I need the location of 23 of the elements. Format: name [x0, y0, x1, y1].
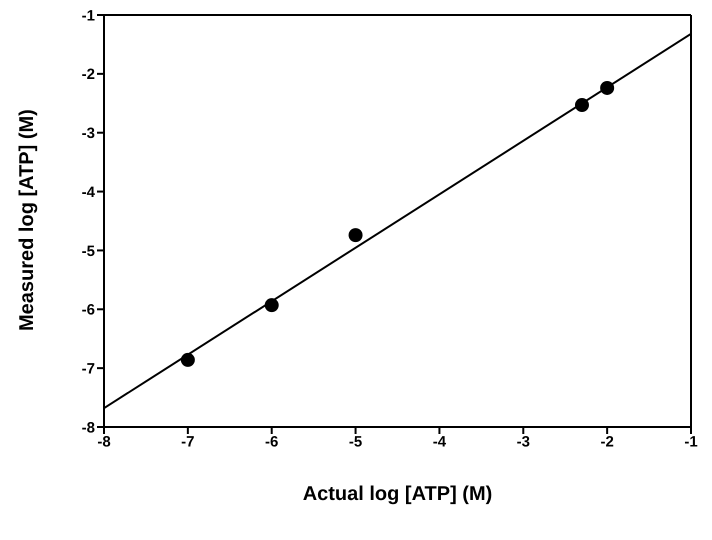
y-tick-label: -8: [82, 419, 95, 436]
y-tick-label: -1: [82, 7, 95, 24]
x-tick-label: -6: [265, 434, 278, 451]
x-tick-label: -5: [348, 434, 362, 451]
y-tick-label: -4: [82, 184, 96, 201]
x-axis-title: Actual log [ATP] (M): [302, 483, 492, 505]
y-tick-label: -5: [82, 242, 95, 260]
x-tick-label: -2: [600, 434, 614, 451]
y-tick-label: -6: [82, 302, 95, 319]
point: [600, 80, 614, 95]
x-tick-label: -7: [181, 434, 195, 451]
x-tick-label: -8: [97, 434, 111, 451]
x-tick-label: -1: [684, 434, 698, 451]
point: [264, 298, 279, 312]
y-tick-label: -7: [82, 360, 95, 378]
point: [574, 98, 589, 112]
x-tick-label: -4: [432, 434, 447, 451]
point: [348, 228, 363, 242]
y-tick-label: -3: [82, 125, 95, 142]
x-tick-label: -3: [516, 434, 530, 451]
y-axis-title: Measured log [ATP] (M): [16, 109, 38, 331]
point: [180, 352, 195, 367]
y-tick-label: -2: [82, 66, 95, 84]
